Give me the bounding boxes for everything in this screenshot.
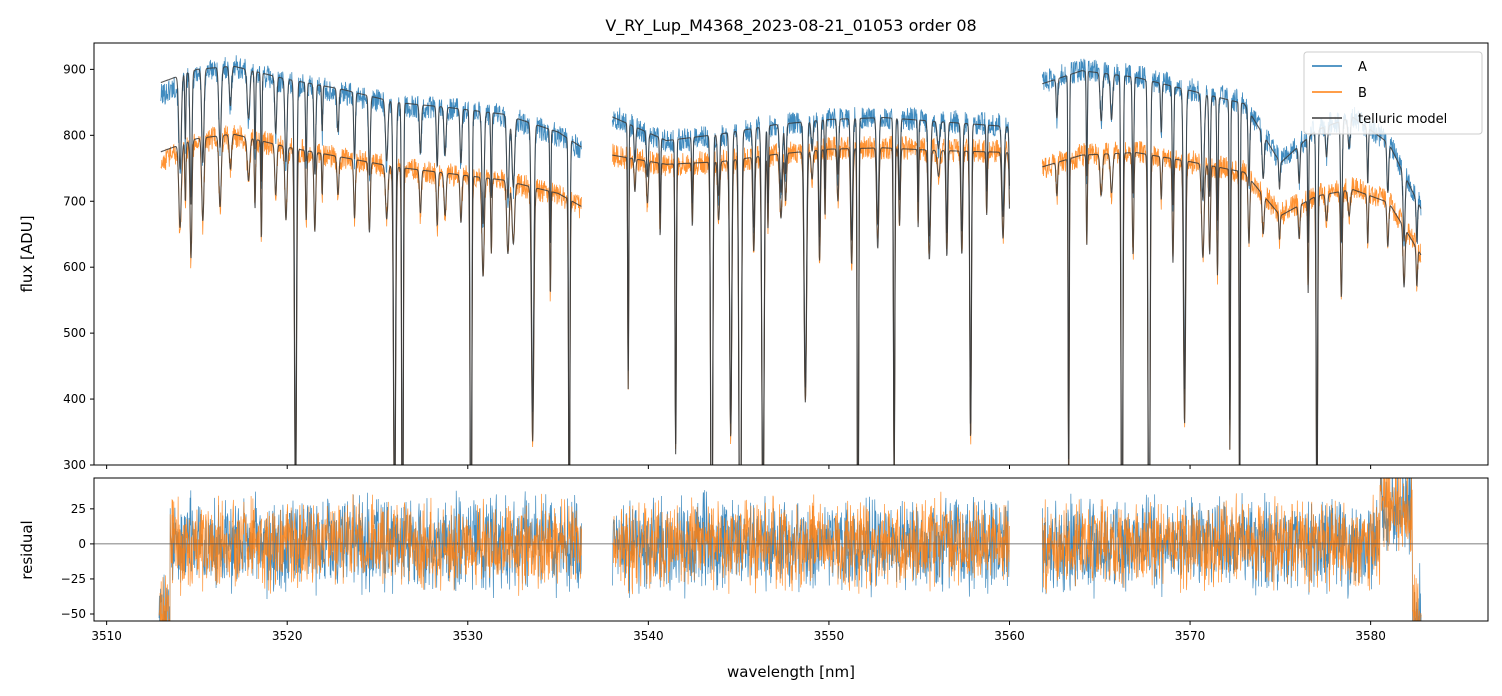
residual-panel-frame: [93, 477, 1489, 622]
flux-series-group: [160, 55, 1422, 465]
chart-title: V_RY_Lup_M4368_2023-08-21_01053 order 08: [605, 16, 976, 36]
x-tick-label: 3560: [994, 629, 1025, 643]
x-tick-label: 3530: [453, 629, 484, 643]
flux-line-telluric-model: [160, 65, 1422, 465]
x-tick-label: 3550: [814, 629, 845, 643]
residual-x-ticks: 3510 3520 3530 3540 3550 3560 3570 3580: [91, 621, 1386, 643]
legend-label-a: A: [1358, 60, 1367, 75]
flux-y-tick-label: 300: [63, 458, 86, 472]
residual-line-b: [158, 478, 1422, 621]
residual-y-tick-label: −25: [61, 572, 86, 586]
flux-y-ticks: 300 400 500 600 700 800 900: [63, 62, 94, 472]
x-axis-label: wavelength [nm]: [727, 663, 855, 681]
residual-series-group: [94, 478, 1488, 621]
residual-y-tick-label: 25: [71, 502, 86, 516]
flux-y-tick-label: 400: [63, 392, 86, 406]
legend-frame: [1303, 51, 1483, 135]
residual-y-tick-label: 0: [78, 537, 86, 551]
residual-y-ticks: −50 −25 0 25: [61, 502, 94, 621]
flux-line-a: [160, 55, 1422, 465]
residual-y-label: residual: [18, 520, 36, 579]
flux-y-tick-label: 900: [63, 62, 86, 76]
flux-line-b: [160, 125, 1422, 465]
flux-panel-frame: [93, 42, 1489, 466]
x-tick-label: 3540: [633, 629, 664, 643]
flux-y-tick-label: 700: [63, 194, 86, 208]
residual-y-tick-label: −50: [61, 607, 86, 621]
flux-y-tick-label: 500: [63, 326, 86, 340]
x-tick-label: 3520: [272, 629, 303, 643]
legend-label-b: B: [1358, 86, 1367, 101]
flux-y-tick-label: 800: [63, 128, 86, 142]
legend: A B telluric model: [1303, 51, 1483, 135]
x-tick-label: 3570: [1175, 629, 1206, 643]
x-tick-label: 3580: [1355, 629, 1386, 643]
residual-line-a: [158, 478, 1422, 621]
flux-line-telluric-model-b-: [160, 133, 1422, 465]
flux-y-label: flux [ADU]: [18, 215, 36, 292]
flux-panel: 300 400 500 600 700 800 900 flux [ADU] A B tel…: [18, 42, 1489, 472]
flux-y-tick-label: 600: [63, 260, 86, 274]
flux-x-ticks: [106, 465, 1372, 469]
legend-label-telluric: telluric model: [1358, 112, 1447, 127]
x-tick-label: 3510: [91, 629, 122, 643]
